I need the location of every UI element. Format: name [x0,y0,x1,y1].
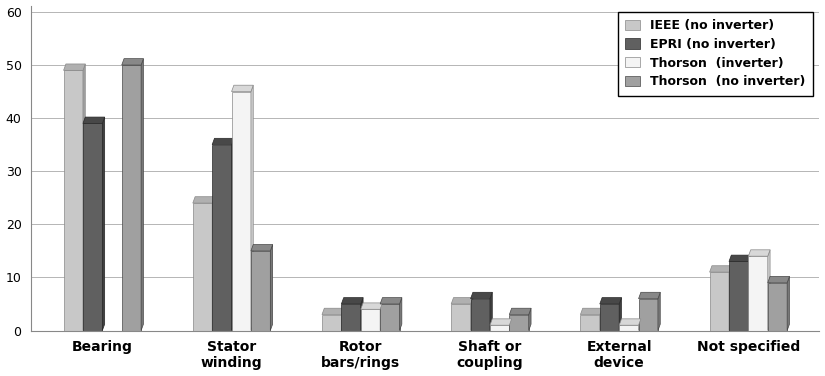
FancyBboxPatch shape [122,65,141,331]
Polygon shape [658,292,660,331]
Polygon shape [380,303,383,331]
FancyBboxPatch shape [212,145,232,331]
FancyBboxPatch shape [322,315,342,331]
Polygon shape [342,308,344,331]
FancyBboxPatch shape [600,304,620,331]
FancyBboxPatch shape [490,325,509,331]
Polygon shape [509,319,512,331]
Polygon shape [729,255,751,261]
Polygon shape [600,308,602,331]
Polygon shape [768,250,770,331]
Polygon shape [639,292,660,299]
FancyBboxPatch shape [639,299,658,331]
Polygon shape [451,297,473,304]
FancyBboxPatch shape [342,304,361,331]
Polygon shape [639,319,641,331]
Polygon shape [83,64,85,331]
FancyBboxPatch shape [729,261,748,331]
Polygon shape [509,308,531,315]
FancyBboxPatch shape [620,325,639,331]
Polygon shape [271,244,272,331]
FancyBboxPatch shape [710,272,729,331]
Polygon shape [768,276,790,283]
Polygon shape [322,308,344,315]
Polygon shape [470,297,473,331]
FancyBboxPatch shape [748,256,768,331]
Polygon shape [212,138,233,145]
Polygon shape [342,297,363,304]
FancyBboxPatch shape [251,251,271,331]
Polygon shape [399,297,402,331]
Polygon shape [490,319,512,325]
Polygon shape [361,303,383,309]
FancyBboxPatch shape [470,299,490,331]
FancyBboxPatch shape [193,203,212,331]
Polygon shape [581,308,602,315]
Polygon shape [787,276,790,331]
Polygon shape [620,297,621,331]
Polygon shape [710,266,731,272]
Polygon shape [251,244,272,251]
Polygon shape [212,197,214,331]
FancyBboxPatch shape [768,283,787,331]
Polygon shape [490,292,493,331]
FancyBboxPatch shape [361,309,380,331]
FancyBboxPatch shape [83,123,102,331]
Polygon shape [600,297,621,304]
Polygon shape [529,308,531,331]
FancyBboxPatch shape [380,304,399,331]
Polygon shape [122,59,144,65]
Polygon shape [729,266,731,331]
Polygon shape [64,64,85,70]
Polygon shape [193,197,214,203]
Polygon shape [380,297,402,304]
Legend: IEEE (no inverter), EPRI (no inverter), Thorson  (inverter), Thorson  (no invert: IEEE (no inverter), EPRI (no inverter), … [618,12,813,96]
Polygon shape [232,138,233,331]
FancyBboxPatch shape [581,315,600,331]
Polygon shape [470,292,493,299]
FancyBboxPatch shape [451,304,470,331]
FancyBboxPatch shape [509,315,529,331]
Polygon shape [361,297,363,331]
Polygon shape [251,85,253,331]
Polygon shape [748,250,770,256]
FancyBboxPatch shape [232,92,251,331]
Polygon shape [83,117,105,123]
Polygon shape [102,117,105,331]
Polygon shape [232,85,253,92]
Polygon shape [748,255,751,331]
Polygon shape [141,59,144,331]
FancyBboxPatch shape [64,70,83,331]
Polygon shape [620,319,641,325]
